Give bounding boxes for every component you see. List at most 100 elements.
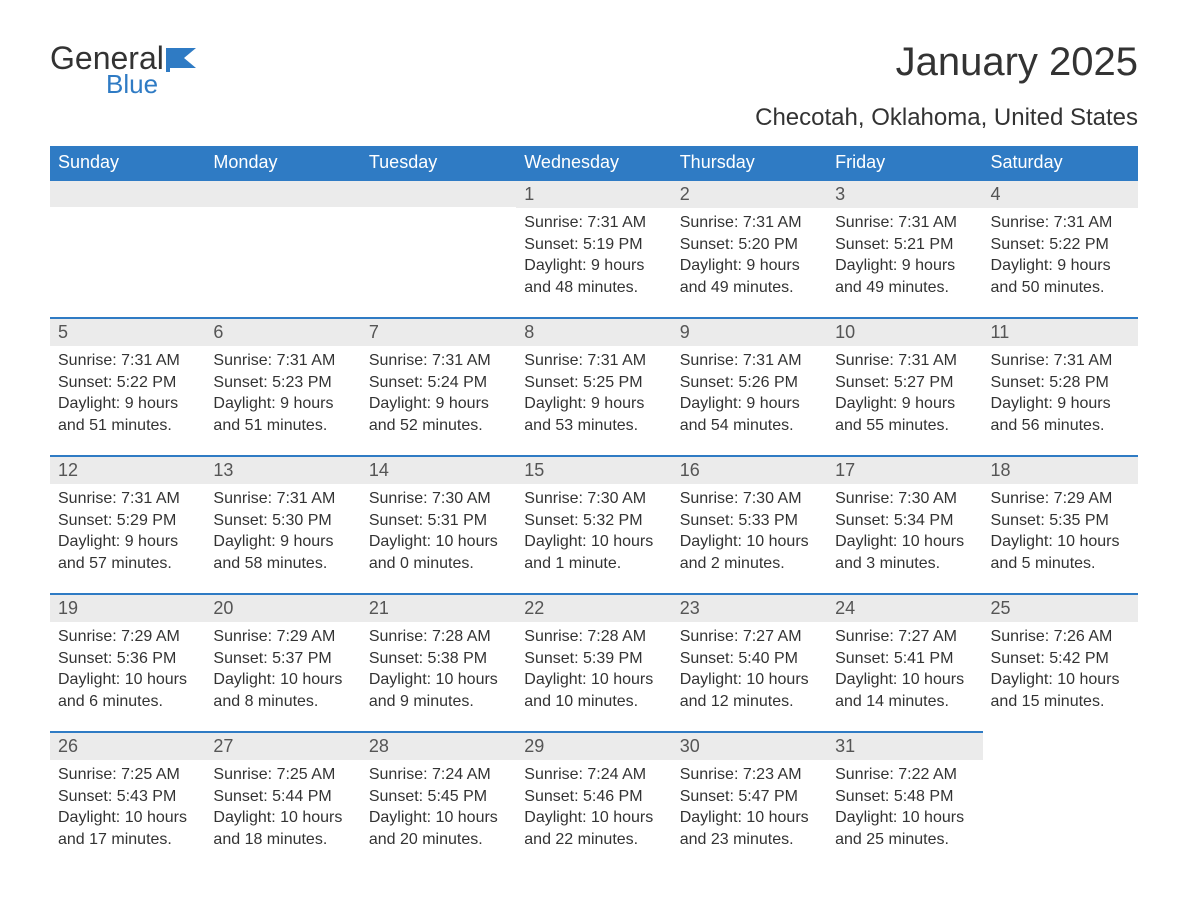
day-number: 30: [672, 731, 827, 760]
calendar-cell: 5Sunrise: 7:31 AMSunset: 5:22 PMDaylight…: [50, 317, 205, 455]
day-details: Sunrise: 7:24 AMSunset: 5:45 PMDaylight:…: [361, 760, 516, 856]
flag-icon: [166, 46, 202, 77]
weekday-header: Tuesday: [361, 146, 516, 179]
day-number: 21: [361, 593, 516, 622]
day-details: Sunrise: 7:31 AMSunset: 5:25 PMDaylight:…: [516, 346, 671, 442]
day-number: 2: [672, 179, 827, 208]
day-number: 6: [205, 317, 360, 346]
day-details: Sunrise: 7:29 AMSunset: 5:36 PMDaylight:…: [50, 622, 205, 718]
day-details: Sunrise: 7:22 AMSunset: 5:48 PMDaylight:…: [827, 760, 982, 856]
calendar-cell: 8Sunrise: 7:31 AMSunset: 5:25 PMDaylight…: [516, 317, 671, 455]
day-details: Sunrise: 7:24 AMSunset: 5:46 PMDaylight:…: [516, 760, 671, 856]
calendar-cell: 12Sunrise: 7:31 AMSunset: 5:29 PMDayligh…: [50, 455, 205, 593]
calendar-cell: 17Sunrise: 7:30 AMSunset: 5:34 PMDayligh…: [827, 455, 982, 593]
calendar-cell: 4Sunrise: 7:31 AMSunset: 5:22 PMDaylight…: [983, 179, 1138, 317]
calendar-cell: 18Sunrise: 7:29 AMSunset: 5:35 PMDayligh…: [983, 455, 1138, 593]
day-number: 12: [50, 455, 205, 484]
calendar-cell: [205, 179, 360, 317]
day-number: 14: [361, 455, 516, 484]
day-details: Sunrise: 7:31 AMSunset: 5:27 PMDaylight:…: [827, 346, 982, 442]
day-number: 8: [516, 317, 671, 346]
calendar-cell: 13Sunrise: 7:31 AMSunset: 5:30 PMDayligh…: [205, 455, 360, 593]
calendar-cell: 24Sunrise: 7:27 AMSunset: 5:41 PMDayligh…: [827, 593, 982, 731]
calendar-cell: 1Sunrise: 7:31 AMSunset: 5:19 PMDaylight…: [516, 179, 671, 317]
calendar-cell: 6Sunrise: 7:31 AMSunset: 5:23 PMDaylight…: [205, 317, 360, 455]
day-number: 7: [361, 317, 516, 346]
calendar-cell: 21Sunrise: 7:28 AMSunset: 5:38 PMDayligh…: [361, 593, 516, 731]
day-number: [983, 731, 1138, 759]
calendar-cell: 30Sunrise: 7:23 AMSunset: 5:47 PMDayligh…: [672, 731, 827, 869]
day-number: 13: [205, 455, 360, 484]
day-number: 25: [983, 593, 1138, 622]
weekday-header: Sunday: [50, 146, 205, 179]
day-details: Sunrise: 7:31 AMSunset: 5:21 PMDaylight:…: [827, 208, 982, 304]
calendar-cell: 15Sunrise: 7:30 AMSunset: 5:32 PMDayligh…: [516, 455, 671, 593]
day-details: Sunrise: 7:30 AMSunset: 5:34 PMDaylight:…: [827, 484, 982, 580]
day-details: Sunrise: 7:31 AMSunset: 5:23 PMDaylight:…: [205, 346, 360, 442]
day-number: 9: [672, 317, 827, 346]
day-number: 31: [827, 731, 982, 760]
calendar-cell: 16Sunrise: 7:30 AMSunset: 5:33 PMDayligh…: [672, 455, 827, 593]
day-number: 23: [672, 593, 827, 622]
day-number: 29: [516, 731, 671, 760]
location-subtitle: Checotah, Oklahoma, United States: [50, 104, 1138, 132]
calendar-cell: 19Sunrise: 7:29 AMSunset: 5:36 PMDayligh…: [50, 593, 205, 731]
day-details: Sunrise: 7:30 AMSunset: 5:31 PMDaylight:…: [361, 484, 516, 580]
day-number: 18: [983, 455, 1138, 484]
day-number: 4: [983, 179, 1138, 208]
day-number: 27: [205, 731, 360, 760]
day-details: Sunrise: 7:23 AMSunset: 5:47 PMDaylight:…: [672, 760, 827, 856]
day-details: Sunrise: 7:31 AMSunset: 5:22 PMDaylight:…: [50, 346, 205, 442]
calendar-cell: 22Sunrise: 7:28 AMSunset: 5:39 PMDayligh…: [516, 593, 671, 731]
day-number: 19: [50, 593, 205, 622]
day-number: 28: [361, 731, 516, 760]
day-details: Sunrise: 7:29 AMSunset: 5:37 PMDaylight:…: [205, 622, 360, 718]
weekday-header: Friday: [827, 146, 982, 179]
day-details: Sunrise: 7:31 AMSunset: 5:29 PMDaylight:…: [50, 484, 205, 580]
day-details: Sunrise: 7:30 AMSunset: 5:33 PMDaylight:…: [672, 484, 827, 580]
weekday-header: Saturday: [983, 146, 1138, 179]
calendar-cell: [361, 179, 516, 317]
day-details: Sunrise: 7:27 AMSunset: 5:41 PMDaylight:…: [827, 622, 982, 718]
day-details: Sunrise: 7:31 AMSunset: 5:19 PMDaylight:…: [516, 208, 671, 304]
weekday-header: Monday: [205, 146, 360, 179]
calendar-cell: 31Sunrise: 7:22 AMSunset: 5:48 PMDayligh…: [827, 731, 982, 869]
day-details: Sunrise: 7:27 AMSunset: 5:40 PMDaylight:…: [672, 622, 827, 718]
page-title: January 2025: [896, 40, 1138, 85]
day-number: 11: [983, 317, 1138, 346]
day-number: 3: [827, 179, 982, 208]
calendar-cell: 14Sunrise: 7:30 AMSunset: 5:31 PMDayligh…: [361, 455, 516, 593]
day-details: Sunrise: 7:31 AMSunset: 5:20 PMDaylight:…: [672, 208, 827, 304]
day-details: Sunrise: 7:25 AMSunset: 5:44 PMDaylight:…: [205, 760, 360, 856]
calendar-cell: 10Sunrise: 7:31 AMSunset: 5:27 PMDayligh…: [827, 317, 982, 455]
calendar-cell: 11Sunrise: 7:31 AMSunset: 5:28 PMDayligh…: [983, 317, 1138, 455]
weekday-header: Wednesday: [516, 146, 671, 179]
day-number: [361, 179, 516, 207]
day-details: Sunrise: 7:31 AMSunset: 5:24 PMDaylight:…: [361, 346, 516, 442]
day-number: 10: [827, 317, 982, 346]
day-details: [983, 759, 1138, 769]
day-number: 17: [827, 455, 982, 484]
calendar-cell: 2Sunrise: 7:31 AMSunset: 5:20 PMDaylight…: [672, 179, 827, 317]
day-number: [205, 179, 360, 207]
calendar-cell: 20Sunrise: 7:29 AMSunset: 5:37 PMDayligh…: [205, 593, 360, 731]
calendar-table: SundayMondayTuesdayWednesdayThursdayFrid…: [50, 146, 1138, 869]
day-details: Sunrise: 7:31 AMSunset: 5:28 PMDaylight:…: [983, 346, 1138, 442]
day-details: Sunrise: 7:25 AMSunset: 5:43 PMDaylight:…: [50, 760, 205, 856]
calendar-cell: 9Sunrise: 7:31 AMSunset: 5:26 PMDaylight…: [672, 317, 827, 455]
day-number: 24: [827, 593, 982, 622]
day-details: Sunrise: 7:28 AMSunset: 5:38 PMDaylight:…: [361, 622, 516, 718]
calendar-cell: [50, 179, 205, 317]
calendar-cell: 29Sunrise: 7:24 AMSunset: 5:46 PMDayligh…: [516, 731, 671, 869]
day-number: 15: [516, 455, 671, 484]
day-details: [205, 207, 360, 217]
weekday-header: Thursday: [672, 146, 827, 179]
day-details: Sunrise: 7:31 AMSunset: 5:22 PMDaylight:…: [983, 208, 1138, 304]
calendar-cell: 7Sunrise: 7:31 AMSunset: 5:24 PMDaylight…: [361, 317, 516, 455]
day-number: 20: [205, 593, 360, 622]
calendar-cell: 27Sunrise: 7:25 AMSunset: 5:44 PMDayligh…: [205, 731, 360, 869]
day-number: 1: [516, 179, 671, 208]
day-details: Sunrise: 7:30 AMSunset: 5:32 PMDaylight:…: [516, 484, 671, 580]
calendar-cell: 23Sunrise: 7:27 AMSunset: 5:40 PMDayligh…: [672, 593, 827, 731]
day-details: Sunrise: 7:31 AMSunset: 5:30 PMDaylight:…: [205, 484, 360, 580]
